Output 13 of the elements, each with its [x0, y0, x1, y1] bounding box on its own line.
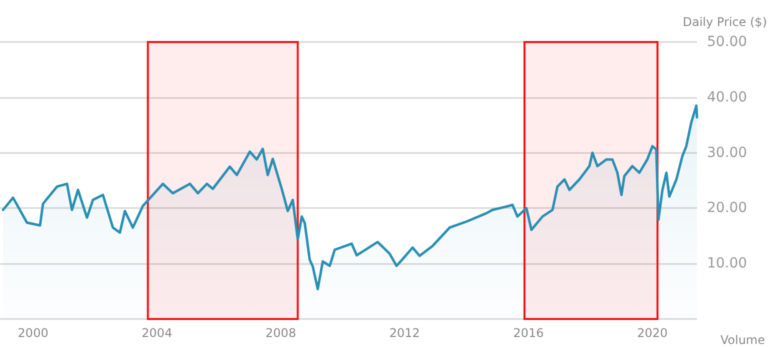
y-tick-label: 20.00 [707, 200, 748, 216]
y-tick-label: 40.00 [707, 89, 748, 106]
x-tick-label: 2012 [389, 326, 420, 340]
y-tick-label: 10.00 [707, 256, 748, 272]
x-tick-label: 2000 [18, 326, 48, 340]
y-axis-title: Daily Price ($) [682, 15, 767, 29]
x-tick-label: 2016 [513, 326, 544, 340]
y-tick-label: 30.00 [707, 144, 748, 161]
text: Volume [720, 333, 766, 347]
x-tick-label: 2004 [142, 326, 172, 340]
y-tick-label: 50.00 [707, 34, 748, 50]
x-tick-label: 2020 [637, 326, 668, 340]
x-tick-label: 2008 [266, 326, 296, 340]
